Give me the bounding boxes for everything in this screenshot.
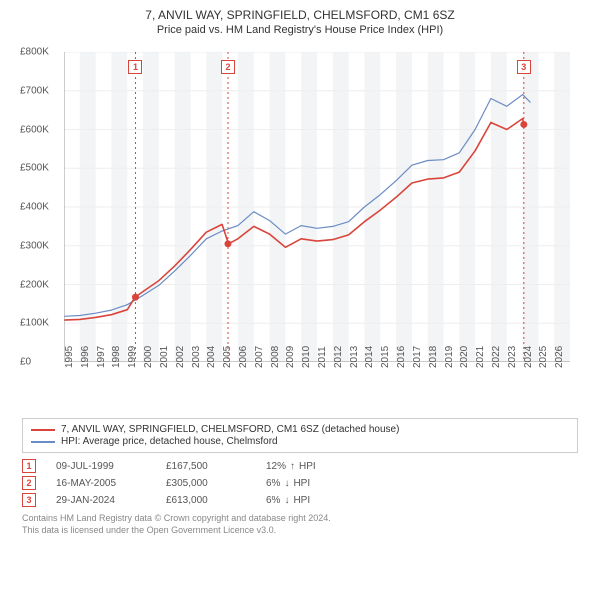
y-axis-label: £200K (20, 279, 49, 290)
sale-marker-callout: 3 (517, 60, 531, 74)
sale-event-row: 3 29-JAN-2024 £613,000 6% ↓ HPI (22, 493, 578, 507)
delta-vs-label: HPI (293, 495, 310, 506)
x-axis-label: 2026 (554, 346, 600, 368)
sale-event-delta: 12% ↑ HPI (266, 461, 356, 472)
sale-event-row: 1 09-JUL-1999 £167,500 12% ↑ HPI (22, 459, 578, 473)
sales-events-table: 1 09-JUL-1999 £167,500 12% ↑ HPI 2 16-MAY-2005 £… (22, 459, 578, 507)
y-axis-label: £300K (20, 240, 49, 251)
arrow-down-icon: ↓ (284, 495, 289, 506)
sale-event-price: £167,500 (166, 461, 246, 472)
chart-plot (64, 52, 570, 362)
sale-event-marker: 2 (22, 476, 36, 490)
sale-event-date: 09-JUL-1999 (56, 461, 146, 472)
chart-title-line1: 7, ANVIL WAY, SPRINGFIELD, CHELMSFORD, C… (8, 8, 592, 22)
delta-vs-label: HPI (299, 461, 316, 472)
y-axis-label: £800K (20, 47, 49, 58)
delta-vs-label: HPI (293, 478, 310, 489)
sale-event-row: 2 16-MAY-2005 £305,000 6% ↓ HPI (22, 476, 578, 490)
y-axis-label: £0 (20, 357, 31, 368)
sale-event-date: 16-MAY-2005 (56, 478, 146, 489)
legend-label: 7, ANVIL WAY, SPRINGFIELD, CHELMSFORD, C… (61, 424, 399, 435)
sale-event-price: £613,000 (166, 495, 246, 506)
legend-swatch (31, 441, 55, 443)
sale-event-marker: 1 (22, 459, 36, 473)
y-axis-label: £700K (20, 85, 49, 96)
legend-row: 7, ANVIL WAY, SPRINGFIELD, CHELMSFORD, C… (31, 424, 569, 435)
legend: 7, ANVIL WAY, SPRINGFIELD, CHELMSFORD, C… (22, 418, 578, 453)
sale-marker-callout: 2 (221, 60, 235, 74)
chart-area: £0 £100K £200K £300K £400K £500K £600K £700K £80… (20, 44, 580, 414)
delta-percent: 6% (266, 495, 280, 506)
y-axis-label: £500K (20, 163, 49, 174)
legend-swatch (31, 429, 55, 431)
y-axis-label: £600K (20, 124, 49, 135)
disclaimer-line1: Contains HM Land Registry data © Crown c… (22, 513, 578, 525)
sale-marker-callout: 1 (128, 60, 142, 74)
disclaimer-line2: This data is licensed under the Open Gov… (22, 525, 578, 537)
arrow-up-icon: ↑ (290, 461, 295, 472)
y-axis-label: £100K (20, 318, 49, 329)
delta-percent: 6% (266, 478, 280, 489)
chart-title-line2: Price paid vs. HM Land Registry's House … (8, 24, 592, 36)
y-axis-label: £400K (20, 202, 49, 213)
arrow-down-icon: ↓ (284, 478, 289, 489)
legend-label: HPI: Average price, detached house, Chel… (61, 436, 278, 447)
sale-event-delta: 6% ↓ HPI (266, 495, 356, 506)
sale-event-delta: 6% ↓ HPI (266, 478, 356, 489)
sale-event-date: 29-JAN-2024 (56, 495, 146, 506)
chart-svg (64, 52, 570, 362)
sale-event-price: £305,000 (166, 478, 246, 489)
sale-event-marker: 3 (22, 493, 36, 507)
disclaimer: Contains HM Land Registry data © Crown c… (22, 513, 578, 536)
delta-percent: 12% (266, 461, 286, 472)
legend-row: HPI: Average price, detached house, Chel… (31, 436, 569, 447)
